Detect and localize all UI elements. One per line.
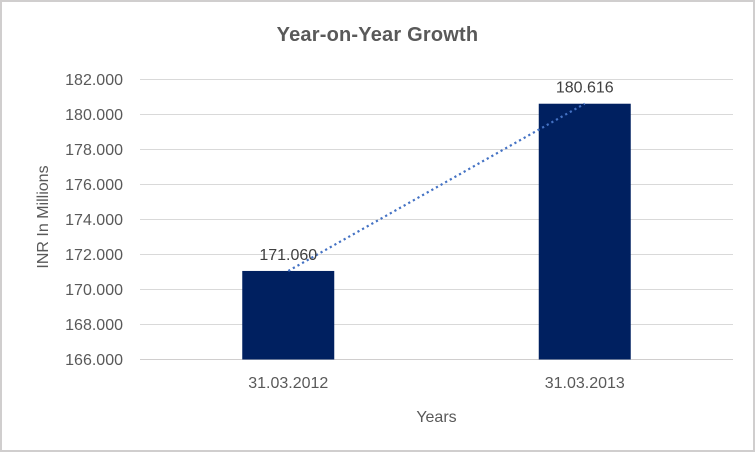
bar-value-label: 171.060 <box>259 247 317 264</box>
y-tick-label: 178.000 <box>65 142 123 159</box>
x-axis-title: Years <box>416 409 456 426</box>
y-tick-label: 166.000 <box>65 352 123 369</box>
y-tick-label: 182.000 <box>65 72 123 89</box>
bar-value-label: 180.616 <box>556 80 614 97</box>
y-tick-label: 180.000 <box>65 107 123 124</box>
x-tick-label: 31.03.2013 <box>545 375 625 392</box>
trendline <box>287 102 586 272</box>
chart-title: Year-on-Year Growth <box>276 24 479 46</box>
y-tick-label: 168.000 <box>65 317 123 334</box>
y-tick-label: 172.000 <box>65 247 123 264</box>
y-tick-label: 170.000 <box>65 282 123 299</box>
y-tick-label: 176.000 <box>65 177 123 194</box>
bar <box>242 270 335 360</box>
y-tick-label: 174.000 <box>65 212 123 229</box>
bar <box>538 103 631 360</box>
x-tick-label: 31.03.2012 <box>248 375 328 392</box>
plot-dynamic-layer: 166.000 168.000 170.000 172.000 174.000 176.0… <box>65 72 733 392</box>
y-axis-title: INR In Millions <box>35 165 52 268</box>
